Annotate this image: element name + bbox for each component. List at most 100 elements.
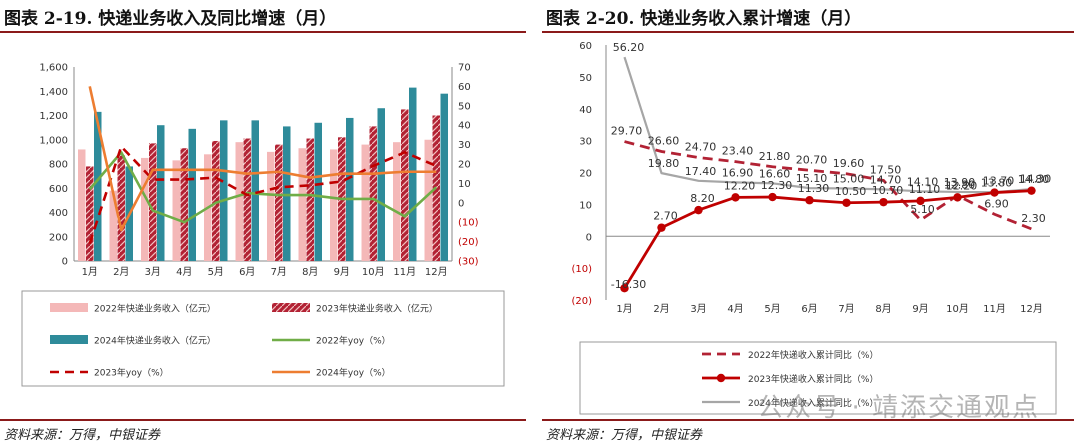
y-tick-label: 20 (579, 169, 592, 180)
y-tick-label: (10) (571, 264, 592, 275)
right-figure-title: 图表 2-20. 快递业务收入累计增速（月） (546, 9, 862, 29)
right-y-tick-label: (20) (458, 237, 479, 248)
cumulative-marker-2023 (620, 284, 629, 293)
left-y-tick-label: 1,600 (39, 63, 68, 74)
data-label-2024: 14.70 (870, 173, 902, 186)
data-label-2023: 10.70 (872, 184, 904, 197)
revenue-bar-2023 (149, 143, 157, 261)
y-tick-label: 40 (579, 105, 592, 116)
left-y-tick-label: 600 (49, 184, 68, 195)
y-tick-label: 10 (579, 200, 592, 211)
legend-label: 2024年yoy（%） (316, 367, 391, 379)
revenue-bar-2023 (275, 144, 283, 261)
data-label-2022: 17.50 (870, 163, 902, 176)
data-label-2024: 16.60 (759, 167, 791, 180)
x-category-label: 7月 (271, 266, 287, 278)
legend-box (21, 290, 505, 387)
revenue-bar-2024 (346, 117, 354, 261)
revenue-bar-2024 (220, 120, 228, 261)
legend-label: 2022年快递收入累计同比（%） (748, 349, 878, 361)
revenue-bar-2022 (141, 157, 149, 261)
yoy-line-2023 (88, 145, 437, 244)
data-label-2022: 29.70 (611, 125, 643, 138)
legend-label: 2024年快递收入累计同比（%） (748, 397, 878, 409)
revenue-bar-2022 (78, 149, 86, 261)
x-category-label: 11月 (983, 303, 1006, 315)
data-label-2024: 13.80 (981, 176, 1013, 189)
data-label-2023: 13.70 (983, 175, 1015, 188)
x-category-label: 3月 (145, 266, 161, 278)
x-category-label: 12月 (1020, 303, 1043, 315)
legend-label: 2023年快递业务收入（亿元） (316, 303, 438, 315)
x-category-label: 12月 (425, 266, 448, 278)
data-label-2022: 5.10 (910, 203, 935, 216)
data-label-2023: 12.20 (724, 179, 756, 192)
data-label-2023: 12.30 (761, 179, 793, 192)
legend-swatch (272, 303, 310, 312)
data-label-2022: 6.90 (984, 197, 1009, 210)
right-y-tick-label: (30) (458, 257, 479, 268)
cumulative-marker-2023 (657, 223, 666, 232)
right-title-rule (542, 31, 1074, 33)
right-source-rule (542, 419, 1074, 421)
revenue-bar-2022 (361, 144, 369, 261)
left-y-tick-label: 200 (49, 232, 68, 243)
x-category-label: 4月 (727, 303, 743, 315)
data-label-2023: 8.20 (690, 192, 715, 205)
right-y-tick-label: 20 (458, 160, 471, 171)
revenue-bar-2023 (180, 148, 188, 261)
revenue-bar-2023 (369, 126, 377, 261)
data-label-2024: 14.80 (1018, 173, 1050, 186)
cumulative-marker-2023 (879, 197, 888, 207)
revenue-bar-2024 (283, 126, 291, 261)
cumulative-marker-2023 (916, 196, 925, 206)
left-chart-svg: 02004006008001,0001,2001,4001,600(30)(20… (21, 63, 505, 387)
data-label-2024: 56.20 (613, 41, 645, 54)
cumulative-line-2022 (624, 140, 1033, 231)
x-category-label: 8月 (302, 266, 318, 278)
right-y-tick-label: (10) (458, 218, 479, 229)
data-label-2024: 19.80 (648, 157, 680, 170)
left-y-tick-label: 800 (49, 160, 68, 171)
x-category-label: 6月 (239, 266, 255, 278)
data-label-2023: 2.70 (653, 210, 678, 223)
revenue-bar-2023 (306, 138, 314, 261)
x-category-label: 8月 (875, 303, 891, 315)
revenue-bar-2022 (298, 148, 306, 261)
revenue-bar-2022 (109, 190, 117, 261)
legend-label: 2023年快递收入累计同比（%） (748, 373, 878, 385)
x-category-label: 6月 (801, 303, 817, 315)
cumulative-marker-2023 (990, 188, 999, 197)
right-chart-svg: (20) (10) 0 10 20 30 40 50 60 1月 2月 3月 4月 5月 6月 7月 8月 9月 1… (571, 41, 1057, 415)
revenue-bar-2022 (330, 149, 338, 261)
revenue-bar-2024 (94, 111, 102, 261)
legend-label: 2022年快递业务收入（亿元） (94, 303, 216, 315)
data-label-2022: 21.80 (759, 150, 791, 163)
left-y-tick-label: 0 (62, 257, 68, 268)
right-y-tick-label: 50 (458, 101, 471, 112)
x-category-label: 2月 (113, 266, 129, 278)
yoy-line-2022 (88, 151, 438, 224)
cumulative-line-2024 (623, 56, 1032, 194)
y-tick-label: 30 (579, 137, 592, 148)
x-category-label: 10月 (362, 266, 385, 278)
data-label-2022: 12.80 (944, 178, 976, 191)
cumulative-line-2023 (623, 189, 1032, 289)
cumulative-marker-2023 (768, 192, 777, 202)
cumulative-marker-2023 (1027, 186, 1036, 195)
x-category-label: 1月 (616, 303, 632, 315)
y-tick-label: 0 (586, 232, 592, 243)
legend-label: 2022年yoy（%） (316, 335, 391, 347)
revenue-bar-2022 (393, 142, 401, 261)
right-y-tick-label: 60 (458, 82, 471, 93)
left-title-rule (0, 31, 526, 33)
data-label-2022: 19.60 (833, 157, 865, 170)
right-y-tick-label: 30 (458, 140, 471, 151)
cumulative-marker-2023 (805, 196, 814, 205)
data-label-2022: 2.30 (1021, 212, 1046, 225)
data-label-2023: 12.20 (946, 179, 978, 192)
yoy-line-2024 (88, 86, 437, 232)
data-label-2022: 23.40 (722, 145, 754, 158)
data-label-2023: 14.30 (1020, 173, 1052, 186)
left-y-tick-label: 1,400 (39, 87, 68, 98)
